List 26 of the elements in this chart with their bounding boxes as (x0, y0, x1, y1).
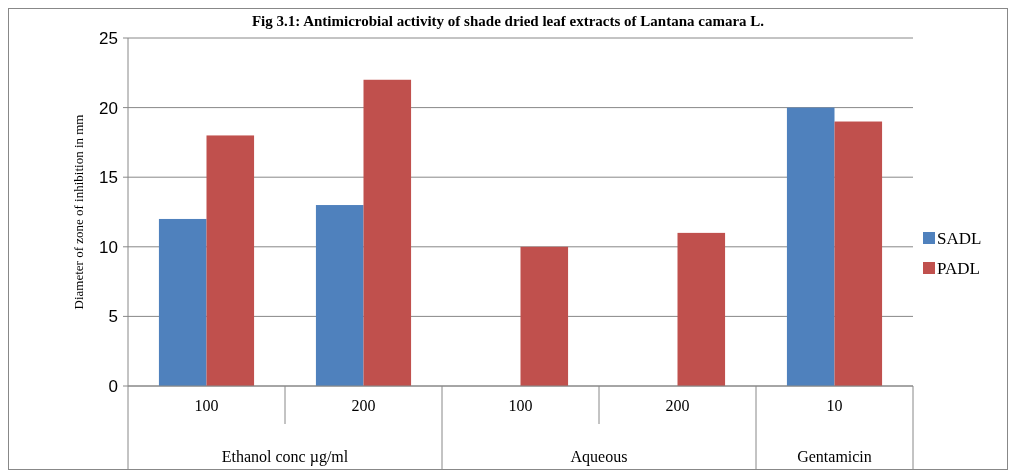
bar (206, 135, 255, 386)
y-tick-label: 15 (99, 168, 118, 188)
x-tick-label: 10 (826, 397, 843, 414)
x-tick-label: 200 (665, 397, 690, 414)
legend-label: PADL (937, 258, 980, 278)
bar (786, 107, 835, 386)
legend-label: SADL (937, 228, 982, 248)
bar (677, 232, 726, 386)
x-tick-label: 100 (194, 397, 219, 414)
y-tick-label: 20 (99, 98, 118, 118)
y-tick-label: 25 (99, 28, 118, 48)
y-tick-label: 0 (108, 376, 118, 396)
bar (315, 205, 364, 386)
x-tick-label: 200 (351, 397, 376, 414)
text: Gentamicin (797, 448, 872, 465)
y-tick-label: 5 (108, 307, 118, 327)
y-axis-title: Diameter of zone of inhibition in mm (71, 114, 86, 310)
x-tick-label: 100 (508, 397, 533, 414)
y-tick-label: 10 (99, 237, 118, 257)
chart-title: Fig 3.1: Antimicrobial activity of shade dried leaf extracts of Lantana camara L. (251, 13, 765, 29)
bar (363, 79, 412, 386)
bar (834, 121, 883, 386)
text: Aqueous (570, 448, 628, 466)
bar (158, 218, 207, 386)
text: Ethanol conc µg/ml (221, 448, 349, 466)
bar (520, 246, 569, 386)
